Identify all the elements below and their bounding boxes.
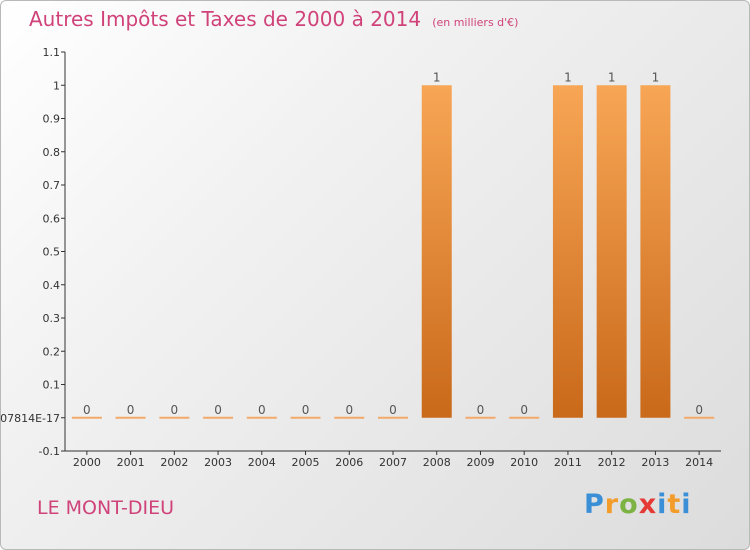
bar <box>290 416 321 419</box>
y-tick-label: -0.1 <box>39 445 60 458</box>
bar <box>465 416 496 419</box>
chart-title-main: Autres Impôts et Taxes de 2000 à 2014 <box>29 7 422 31</box>
y-tick-label: 0.6 <box>43 212 61 225</box>
data-label: 0 <box>695 403 703 417</box>
x-tick-label: 2013 <box>641 456 669 469</box>
x-tick-label: 2001 <box>117 456 145 469</box>
proxiti-logo: Proxiti <box>584 489 692 520</box>
x-tick-label: 2008 <box>423 456 451 469</box>
y-tick-label: 0.7 <box>43 179 61 192</box>
data-label: 1 <box>433 70 441 84</box>
bar <box>684 416 715 419</box>
data-label: 0 <box>83 403 91 417</box>
data-label: 1 <box>608 70 616 84</box>
data-label: 1 <box>564 70 572 84</box>
y-tick-label: 0.2 <box>43 345 61 358</box>
x-tick-label: 2009 <box>466 456 494 469</box>
bar <box>115 416 146 419</box>
chart-title: Autres Impôts et Taxes de 2000 à 2014 (e… <box>29 7 518 31</box>
y-tick-label: 0.8 <box>43 146 61 159</box>
data-label: 0 <box>258 403 266 417</box>
y-tick-label: 1.1 <box>43 46 61 59</box>
data-label: 0 <box>302 403 310 417</box>
bar <box>71 416 102 419</box>
y-tick-label: 0.1 <box>43 379 61 392</box>
bar <box>159 416 190 419</box>
y-tick-label: 0.5 <box>43 246 61 259</box>
data-label: 0 <box>520 403 528 417</box>
x-tick-label: 2004 <box>248 456 276 469</box>
x-tick-label: 2006 <box>335 456 363 469</box>
bar <box>421 85 452 418</box>
y-tick-label: 1.3877787807814E-17 <box>1 412 60 425</box>
data-label: 1 <box>652 70 660 84</box>
x-tick-label: 2002 <box>160 456 188 469</box>
data-label: 0 <box>214 403 222 417</box>
x-tick-label: 2005 <box>292 456 320 469</box>
bar <box>509 416 540 419</box>
bar <box>378 416 408 419</box>
x-tick-label: 2010 <box>510 456 538 469</box>
y-tick-label: 0.3 <box>43 312 61 325</box>
place-name: LE MONT-DIEU <box>37 497 175 519</box>
x-tick-label: 2000 <box>73 456 101 469</box>
x-tick-label: 2007 <box>379 456 407 469</box>
bar <box>552 85 583 418</box>
chart-subtitle: (en milliers d'€) <box>432 16 519 29</box>
x-tick-label: 2011 <box>554 456 582 469</box>
data-label: 0 <box>171 403 179 417</box>
bar <box>334 416 365 419</box>
bar <box>203 416 234 419</box>
y-tick-label: 0.4 <box>43 279 61 292</box>
x-tick-label: 2012 <box>598 456 626 469</box>
data-label: 0 <box>389 403 397 417</box>
bar <box>246 416 277 419</box>
bar <box>596 85 627 418</box>
x-tick-label: 2003 <box>204 456 232 469</box>
data-label: 0 <box>345 403 353 417</box>
data-label: 0 <box>477 403 485 417</box>
bar <box>640 85 671 418</box>
x-tick-label: 2014 <box>685 456 713 469</box>
y-tick-label: 0.9 <box>43 113 61 126</box>
data-label: 0 <box>127 403 135 417</box>
y-tick-label: 1 <box>53 79 60 92</box>
